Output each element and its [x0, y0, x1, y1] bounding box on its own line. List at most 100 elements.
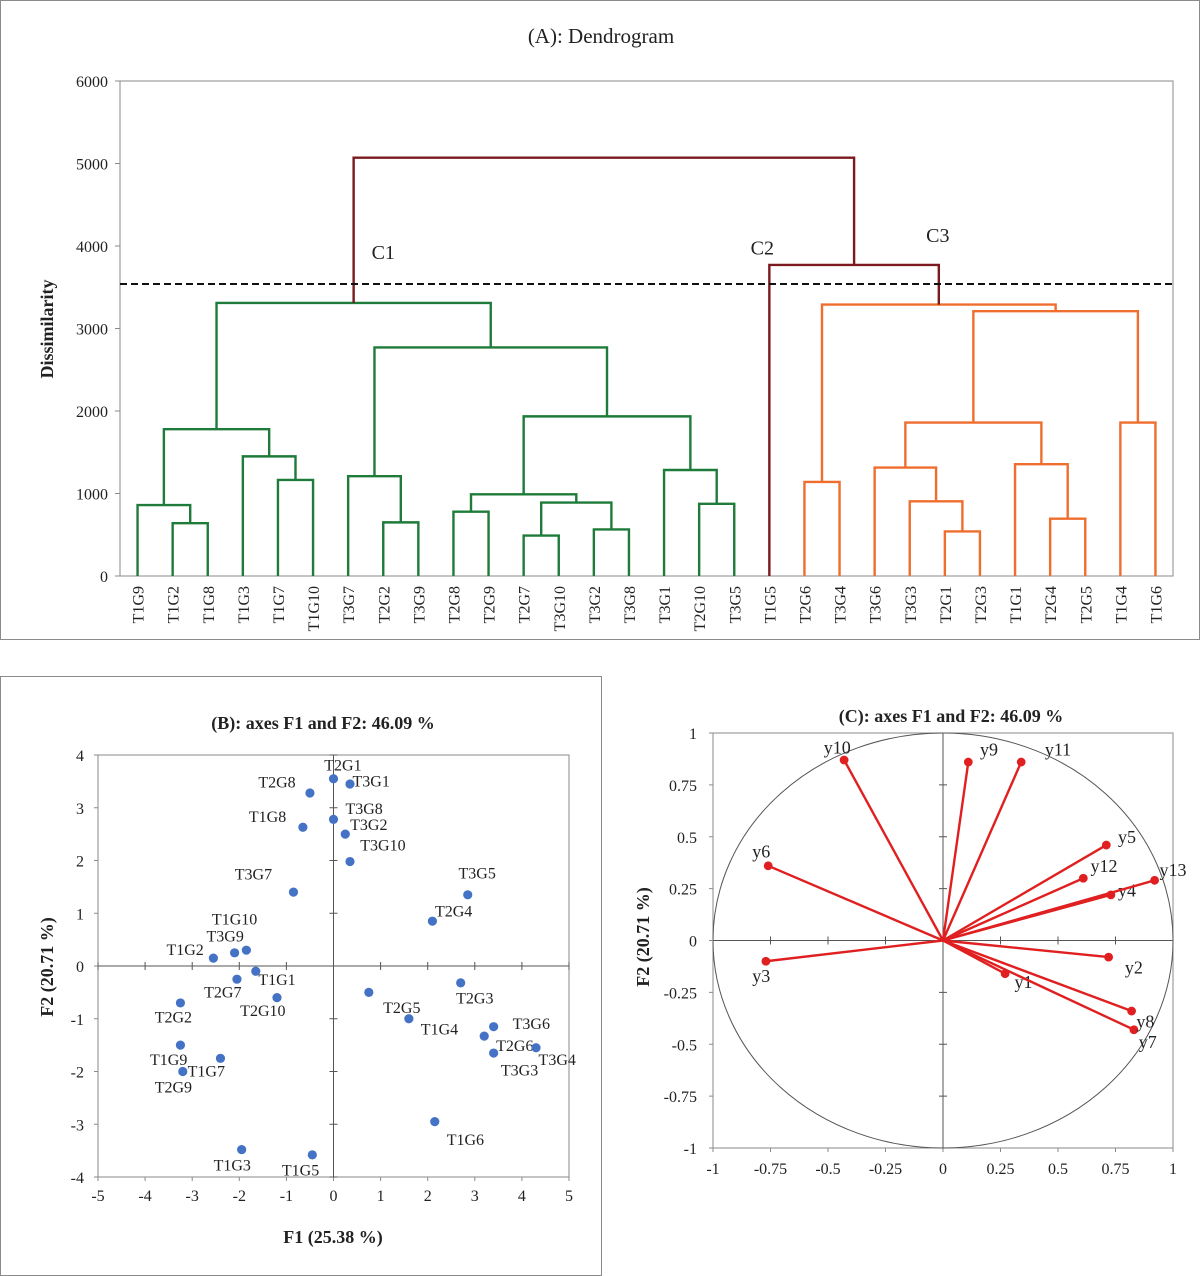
- dendrogram-link: [241, 455, 297, 576]
- observation-label: T2G7: [204, 984, 241, 1001]
- observation-label: T3G9: [207, 928, 244, 945]
- leaf-label: T1G6: [1148, 586, 1165, 623]
- loading-vector-tip: [1104, 952, 1113, 962]
- y-tick-label: 2: [76, 854, 84, 871]
- dendrogram-link: [382, 521, 420, 576]
- observation-point: [479, 1031, 489, 1041]
- observation-label: T3G7: [235, 867, 272, 884]
- leaf-label: T3G9: [411, 586, 428, 623]
- x-tick-label: -3: [186, 1188, 199, 1205]
- dendrogram-link: [215, 301, 492, 430]
- observation-point: [232, 974, 242, 984]
- loading-vector: [843, 759, 945, 942]
- loading-vector-tip: [1129, 1025, 1139, 1035]
- observation-point: [340, 829, 350, 839]
- y-tick-label: 3000: [76, 322, 108, 339]
- dendrogram-panel: (A): Dendrogram Dissimilarity 0 1000 2000 3…: [0, 0, 1200, 640]
- observation-point: [404, 1014, 414, 1024]
- x-tick-label: 1: [377, 1188, 385, 1205]
- loading-vector: [767, 864, 944, 942]
- observation-label: T3G2: [350, 817, 387, 834]
- dendrogram-link: [136, 503, 192, 576]
- leaf-label: T3G8: [622, 586, 639, 623]
- observation-label: T3G1: [353, 773, 390, 790]
- variable-label: y13: [1160, 860, 1187, 880]
- y-tick-label: 0.25: [669, 882, 697, 899]
- dendrogram-link: [522, 415, 692, 495]
- leaf-label: T3G3: [903, 586, 920, 623]
- observation-label: T2G4: [435, 904, 472, 921]
- leaf-label: T1G2: [166, 586, 183, 623]
- x-tick-label: -0.25: [869, 1161, 902, 1178]
- observation-point: [305, 788, 315, 798]
- cluster-label: C1: [372, 242, 395, 264]
- leaf-label: T1G1: [1008, 586, 1025, 623]
- y-tick-label: 1: [689, 726, 697, 743]
- circle-y-axis-label: F2 (20.71 %): [633, 887, 654, 986]
- x-tick-label: -2: [233, 1188, 246, 1205]
- observation-label: T1G10: [212, 912, 257, 929]
- leaf-label: T3G7: [341, 586, 358, 623]
- dendrogram-link: [1013, 463, 1069, 576]
- x-tick-label: 0.75: [1102, 1161, 1130, 1178]
- dendrogram-link: [820, 303, 1057, 482]
- loading-vector: [942, 939, 1135, 1031]
- loading-vector: [942, 879, 1155, 942]
- leaf-label: T1G7: [271, 586, 288, 623]
- y-tick-label: -0.75: [664, 1089, 697, 1106]
- observation-label: T3G4: [539, 1052, 576, 1069]
- leaf-label: T1G9: [131, 586, 148, 623]
- dendrogram-link: [452, 510, 490, 576]
- observation-point: [489, 1022, 499, 1032]
- leaf-label: T1G3: [236, 586, 253, 623]
- loading-vector-tip: [1016, 757, 1026, 767]
- loading-vector: [941, 761, 970, 941]
- variable-label: y3: [752, 966, 770, 986]
- observation-label: T2G6: [496, 1038, 533, 1055]
- x-tick-label: -4: [138, 1188, 151, 1205]
- observation-label: T1G2: [166, 942, 203, 959]
- observation-point: [345, 856, 355, 867]
- observation-label: T2G3: [456, 991, 493, 1008]
- observation-point: [272, 993, 282, 1003]
- leaf-label: T2G5: [1078, 586, 1095, 623]
- observation-label: T1G7: [188, 1064, 225, 1081]
- loading-vector-tip: [1127, 1006, 1136, 1016]
- variable-label: y11: [1045, 740, 1071, 760]
- leaf-label: T3G10: [552, 586, 569, 631]
- y-tick-label: -0.5: [672, 1037, 697, 1054]
- y-tick-label: -2: [71, 1065, 84, 1082]
- loading-vector: [942, 939, 1109, 959]
- observation-point: [463, 890, 473, 900]
- leaf-label: T2G8: [446, 586, 463, 623]
- leaf-label: T3G4: [833, 586, 850, 623]
- observation-point: [229, 948, 240, 958]
- dendrogram-link: [662, 468, 718, 576]
- observation-point: [489, 1048, 499, 1058]
- x-tick-label: 0.25: [987, 1161, 1015, 1178]
- y-tick-label: 5000: [76, 157, 108, 174]
- variable-label: y8: [1136, 1011, 1154, 1031]
- x-tick-label: 5: [565, 1188, 573, 1205]
- leaf-label: T2G6: [797, 586, 814, 623]
- y-tick-label: -1: [71, 1012, 84, 1029]
- y-tick-label: -1: [684, 1141, 697, 1158]
- y-tick-label: 0: [100, 569, 108, 586]
- dendrogram-chart: (A): Dendrogram Dissimilarity 0 1000 2000 3…: [37, 24, 1174, 631]
- x-tick-label: 3: [471, 1188, 479, 1205]
- variable-label: y7: [1139, 1032, 1157, 1052]
- observation-label: T1G9: [150, 1052, 187, 1069]
- dendrogram-title: (A): Dendrogram: [528, 24, 674, 48]
- dendrogram-link: [373, 346, 609, 477]
- leaf-label: T2G4: [1043, 586, 1060, 623]
- y-tick-label: 0: [689, 934, 697, 951]
- observation-label: T2G8: [258, 774, 295, 791]
- leaf-label: T2G2: [376, 586, 393, 623]
- observation-point: [237, 1144, 247, 1155]
- dendrogram-y-axis-label: Dissimilarity: [37, 280, 57, 379]
- y-tick-label: 1000: [76, 487, 108, 504]
- x-tick-label: -1: [280, 1188, 293, 1205]
- y-tick-label: 2000: [76, 404, 108, 421]
- variable-label: y12: [1091, 856, 1118, 876]
- observation-point: [364, 987, 374, 997]
